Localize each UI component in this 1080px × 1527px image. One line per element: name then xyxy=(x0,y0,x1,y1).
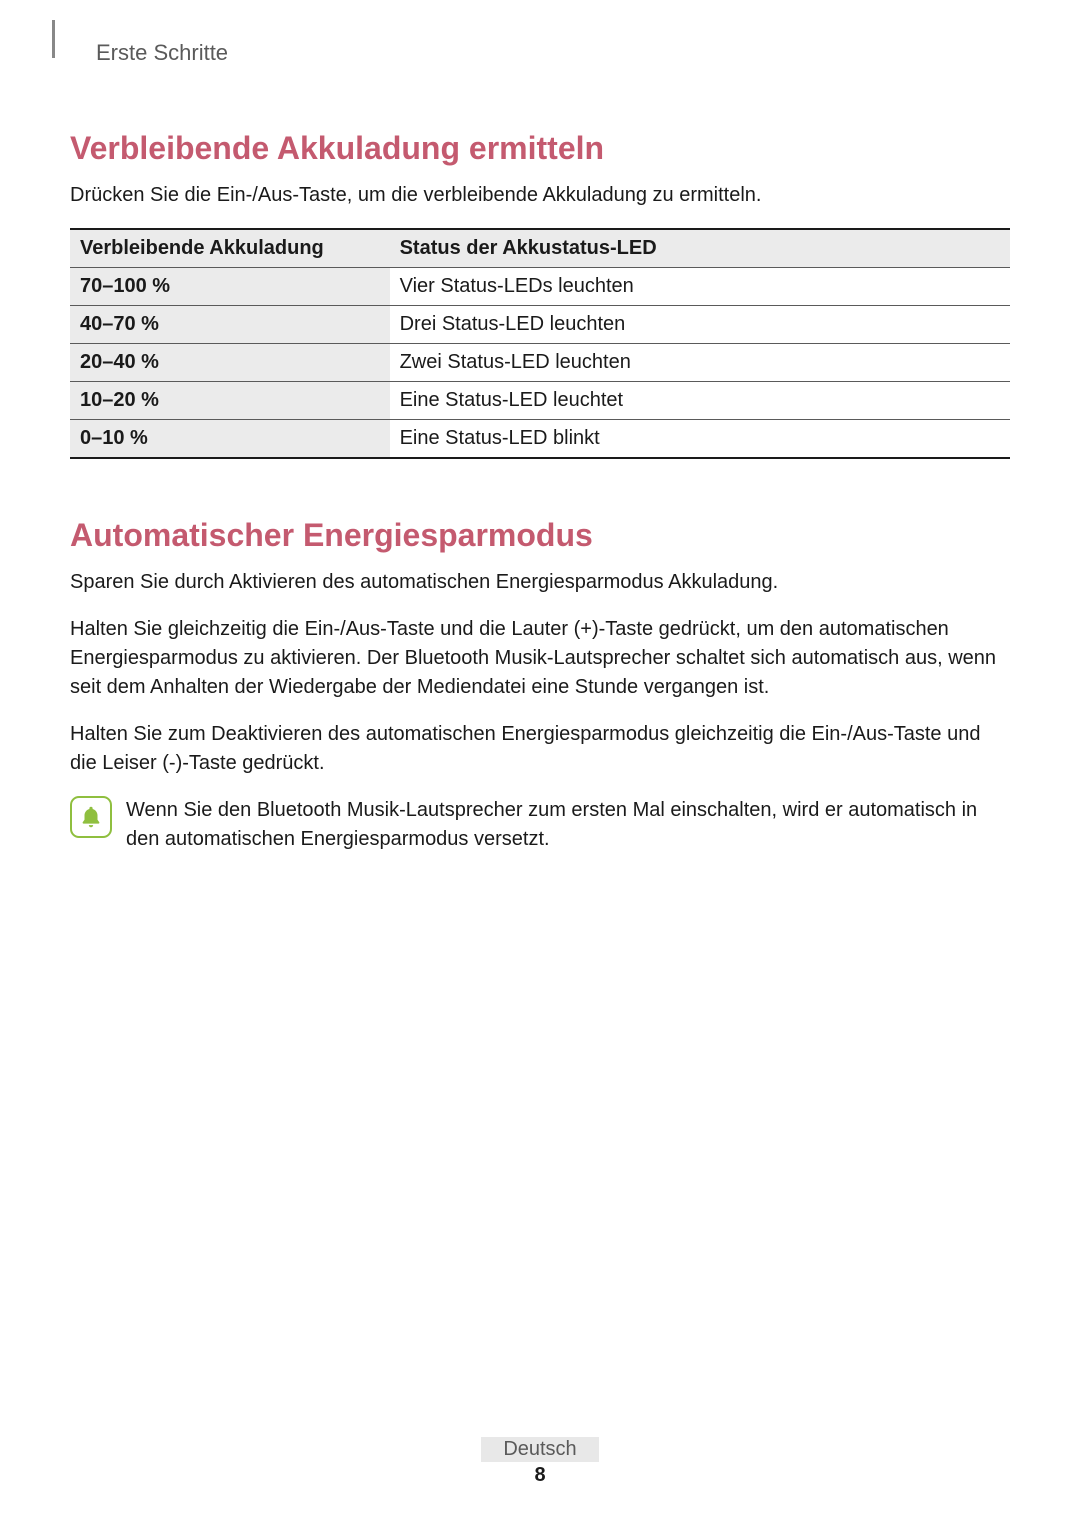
note-block: Wenn Sie den Bluetooth Musik-Lautspreche… xyxy=(70,796,1010,854)
section2-para1: Sparen Sie durch Aktivieren des automati… xyxy=(70,568,1010,597)
section1-heading: Verbleibende Akkuladung ermitteln xyxy=(70,130,1010,167)
table-row: 40–70 % Drei Status-LED leuchten xyxy=(70,306,1010,344)
table-header-row: Verbleibende Akkuladung Status der Akkus… xyxy=(70,229,1010,268)
table-cell: 10–20 % xyxy=(70,382,390,420)
bell-icon-svg xyxy=(78,804,104,830)
table-cell: Vier Status-LEDs leuchten xyxy=(390,268,1010,306)
page-content: Erste Schritte Verbleibende Akkuladung e… xyxy=(0,0,1080,854)
table-cell: 70–100 % xyxy=(70,268,390,306)
table-row: 10–20 % Eine Status-LED leuchtet xyxy=(70,382,1010,420)
table-row: 20–40 % Zwei Status-LED leuchten xyxy=(70,344,1010,382)
table-cell: Eine Status-LED leuchtet xyxy=(390,382,1010,420)
breadcrumb: Erste Schritte xyxy=(96,40,1010,66)
table-cell: 20–40 % xyxy=(70,344,390,382)
footer-page-number: 8 xyxy=(0,1464,1080,1487)
section1-intro: Drücken Sie die Ein-/Aus-Taste, um die v… xyxy=(70,181,1010,210)
battery-led-table: Verbleibende Akkuladung Status der Akkus… xyxy=(70,228,1010,459)
table-col-header-1: Status der Akkustatus-LED xyxy=(390,229,1010,268)
table-cell: Zwei Status-LED leuchten xyxy=(390,344,1010,382)
table-cell: Drei Status-LED leuchten xyxy=(390,306,1010,344)
footer-language: Deutsch xyxy=(481,1437,598,1462)
section2-heading: Automatischer Energiesparmodus xyxy=(70,517,1010,554)
table-row: 70–100 % Vier Status-LEDs leuchten xyxy=(70,268,1010,306)
section2-para3: Halten Sie zum Deaktivieren des automati… xyxy=(70,720,1010,778)
table-col-header-0: Verbleibende Akkuladung xyxy=(70,229,390,268)
table-cell: 40–70 % xyxy=(70,306,390,344)
note-text: Wenn Sie den Bluetooth Musik-Lautspreche… xyxy=(126,796,1010,854)
page-footer: Deutsch 8 xyxy=(0,1437,1080,1487)
section2-para2: Halten Sie gleichzeitig die Ein-/Aus-Tas… xyxy=(70,615,1010,702)
bell-icon xyxy=(70,796,112,838)
header-marker xyxy=(52,20,55,58)
table-row: 0–10 % Eine Status-LED blinkt xyxy=(70,420,1010,459)
table-cell: 0–10 % xyxy=(70,420,390,459)
table-cell: Eine Status-LED blinkt xyxy=(390,420,1010,459)
